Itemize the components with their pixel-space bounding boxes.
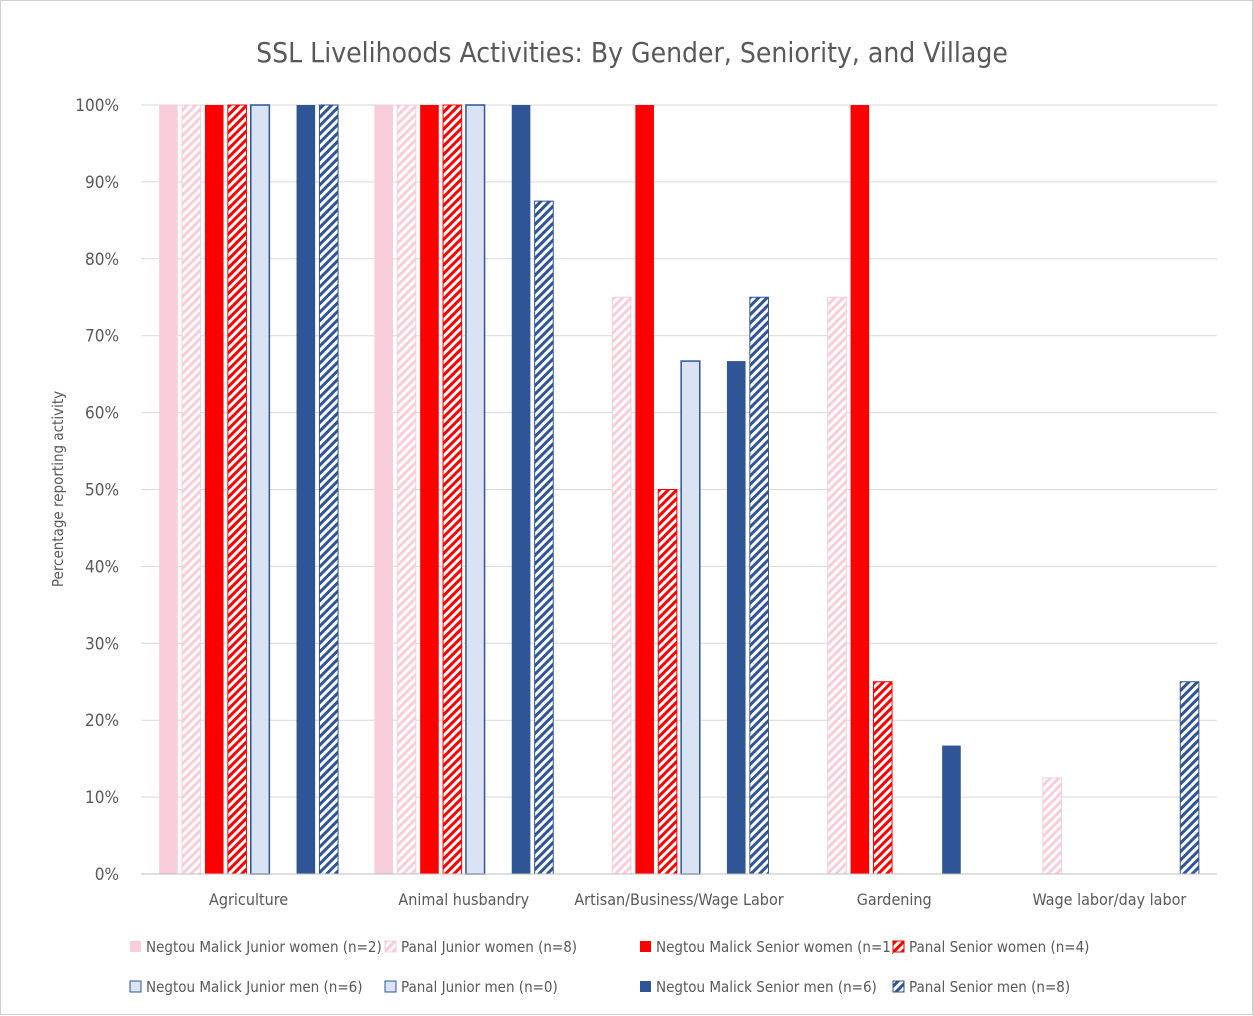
bar bbox=[159, 105, 178, 874]
bar bbox=[680, 360, 701, 875]
bar bbox=[657, 489, 678, 875]
legend-swatch bbox=[130, 941, 141, 952]
bar bbox=[318, 104, 339, 875]
bar bbox=[827, 296, 847, 875]
legend-entry: Negtou Malick Junior women (n=2) bbox=[146, 938, 382, 956]
bar bbox=[465, 104, 486, 875]
bar bbox=[850, 105, 870, 874]
legend-entry: Panal Senior women (n=4) bbox=[909, 938, 1089, 956]
y-tick-label: 80% bbox=[85, 250, 119, 270]
y-tick-label: 60% bbox=[85, 404, 119, 424]
bar bbox=[511, 105, 531, 874]
y-tick-label: 30% bbox=[85, 634, 119, 654]
x-tick-label: Wage labor/day labor bbox=[1032, 890, 1186, 909]
y-axis-label: Percentage reporting activity bbox=[49, 391, 67, 587]
bar bbox=[296, 105, 316, 874]
bar bbox=[726, 361, 746, 874]
legend-entry: Panal Junior men (n=0) bbox=[401, 978, 558, 996]
bar bbox=[396, 104, 417, 875]
bar bbox=[635, 105, 654, 874]
y-tick-label: 70% bbox=[85, 327, 119, 347]
legend-entry: Panal Junior women (n=8) bbox=[401, 938, 577, 956]
x-tick-label: Gardening bbox=[857, 890, 932, 909]
legend: Negtou Malick Junior women (n=2) Panal Ju… bbox=[129, 938, 1089, 996]
bar bbox=[1042, 777, 1062, 875]
legend-swatch bbox=[892, 940, 905, 953]
y-tick-label: 50% bbox=[85, 481, 119, 501]
legend-swatch bbox=[892, 980, 905, 993]
y-tick-label: 100% bbox=[75, 96, 119, 116]
y-tick-label: 0% bbox=[95, 865, 119, 885]
legend-swatch bbox=[640, 941, 651, 952]
axes: Agriculture Animal husbandry Artisan/Busin… bbox=[141, 873, 1217, 909]
legend-entry: Negtou Malick Senior women (n=1) bbox=[656, 938, 896, 956]
bar bbox=[374, 105, 393, 874]
x-tick-label: Artisan/Business/Wage Labor bbox=[574, 890, 783, 909]
bar bbox=[749, 296, 769, 875]
legend-swatch bbox=[640, 981, 651, 992]
y-tick-label: 10% bbox=[85, 788, 119, 808]
bar bbox=[204, 105, 224, 874]
bars bbox=[159, 104, 1200, 875]
legend-entry: Negtou Malick Junior men (n=6) bbox=[146, 978, 362, 996]
bar bbox=[181, 104, 202, 875]
legend-swatch bbox=[384, 940, 397, 953]
y-tick-label: 40% bbox=[85, 557, 119, 577]
y-tick-label: 20% bbox=[85, 711, 119, 731]
legend-entry: Panal Senior men (n=8) bbox=[909, 978, 1070, 996]
legend-swatch bbox=[384, 980, 397, 993]
bar bbox=[1179, 681, 1200, 875]
bar bbox=[420, 105, 439, 874]
legend-swatch bbox=[129, 980, 142, 993]
bar bbox=[227, 104, 247, 875]
bar bbox=[611, 296, 632, 875]
x-tick-label: Agriculture bbox=[209, 890, 288, 909]
y-tick-label: 90% bbox=[85, 173, 119, 193]
bar bbox=[534, 200, 554, 875]
bar bbox=[872, 681, 893, 875]
bar bbox=[250, 104, 271, 875]
x-tick-label: Animal husbandry bbox=[398, 890, 529, 909]
chart-title: SSL Livelihoods Activities: By Gender, S… bbox=[256, 36, 1008, 69]
legend-entry: Negtou Malick Senior men (n=6) bbox=[656, 978, 877, 996]
bar bbox=[942, 745, 961, 874]
bar bbox=[442, 104, 463, 875]
